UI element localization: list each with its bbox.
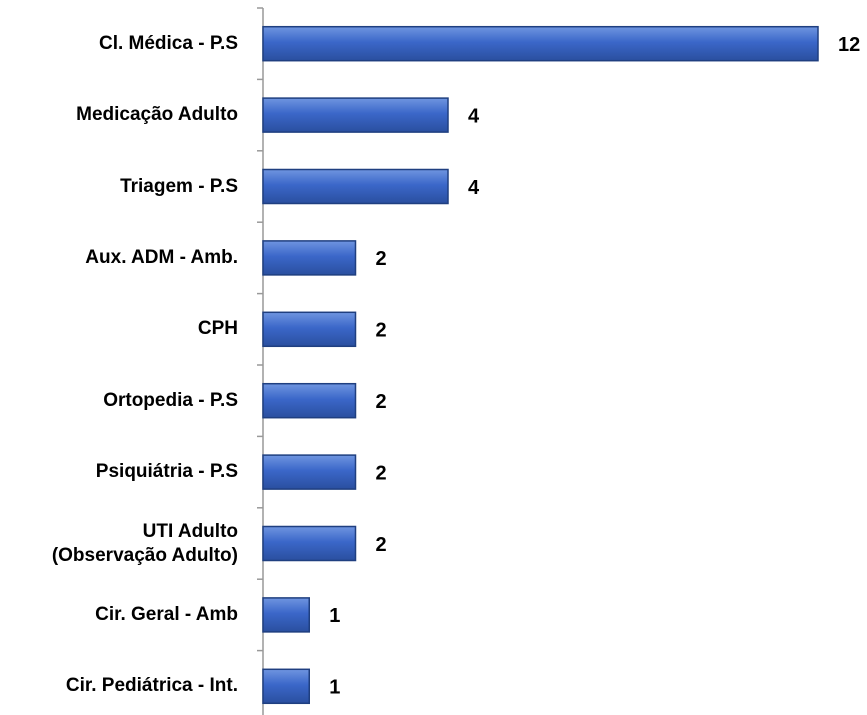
category-label: Cir. Geral - Amb xyxy=(95,603,238,625)
category-label: Ortopedia - P.S xyxy=(103,389,238,411)
bar xyxy=(262,25,819,62)
value-label: 2 xyxy=(376,534,387,556)
bar xyxy=(262,311,357,348)
category-label: Cl. Médica - P.S xyxy=(98,32,238,54)
value-label: 2 xyxy=(376,462,387,484)
value-label: 4 xyxy=(468,177,480,199)
bar xyxy=(262,597,310,633)
bar xyxy=(262,382,357,419)
value-label: 2 xyxy=(376,248,387,270)
bar xyxy=(262,525,357,562)
category-label: CPH xyxy=(197,318,238,340)
category-label: Psiquiátria - P.S xyxy=(95,461,238,483)
bar xyxy=(262,97,449,133)
bar xyxy=(262,454,357,490)
category-label: Triagem - P.S xyxy=(120,175,238,197)
value-label: 1 xyxy=(329,677,340,699)
value-label: 12 xyxy=(838,34,860,56)
value-label: 2 xyxy=(376,320,387,342)
bar xyxy=(262,668,310,705)
category-label: Medicação Adulto xyxy=(76,104,238,126)
category-label: Cir. Pediátrica - Int. xyxy=(65,675,238,697)
value-label: 2 xyxy=(376,391,387,413)
value-label: 1 xyxy=(329,605,340,627)
bar xyxy=(262,240,357,276)
category-label: UTI Adulto (Observação Adulto) xyxy=(51,520,238,566)
category-label: Aux. ADM - Amb. xyxy=(85,246,238,268)
value-label: 4 xyxy=(468,105,480,127)
bar xyxy=(262,168,449,205)
